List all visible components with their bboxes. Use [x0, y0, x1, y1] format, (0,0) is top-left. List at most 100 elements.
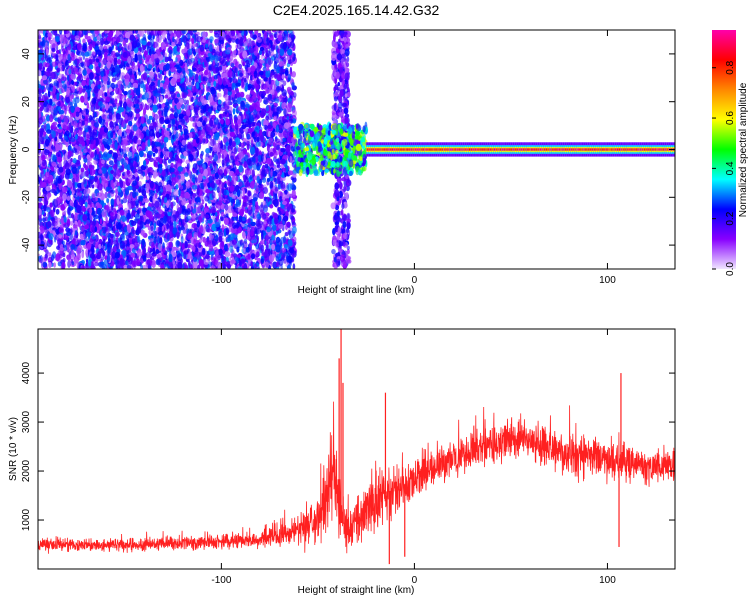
heatmap-cell [232, 99, 238, 105]
heatmap-cell [176, 81, 181, 86]
heatmap-cell [158, 149, 161, 157]
heatmap-cell [180, 236, 184, 243]
heatmap-cell [284, 69, 289, 76]
heatmap-cell [191, 214, 197, 219]
heatmap-cell [80, 240, 86, 246]
heatmap-cell [194, 33, 199, 43]
heatmap-cell [38, 197, 43, 202]
heatmap-cell [114, 98, 118, 105]
heatmap-cell [43, 122, 47, 131]
heatmap-cell [215, 179, 220, 184]
heatmap-cell [171, 32, 175, 37]
heatmap-cell [145, 218, 151, 225]
heatmap-cell [210, 234, 214, 239]
heatmap-cell [190, 264, 193, 269]
heatmap-cell [221, 31, 225, 38]
heatmap-cell [220, 217, 224, 222]
heatmap-cell [61, 73, 65, 81]
heatmap-cell [105, 216, 108, 222]
heatmap-cell [82, 155, 86, 159]
heatmap-cell [147, 225, 151, 231]
heatmap-cell [81, 51, 85, 57]
heatmap-cell [164, 56, 169, 63]
heatmap-cell [152, 171, 157, 179]
heatmap-cell [170, 217, 174, 223]
heatmap-cell [259, 71, 264, 76]
heatmap-cell [209, 30, 213, 34]
heatmap-cell [81, 250, 85, 259]
heatmap-cell [264, 163, 269, 169]
heatmap-cell [205, 148, 211, 154]
heatmap-cell [105, 121, 109, 128]
heatmap-cell [175, 37, 182, 45]
heatmap-cell [175, 184, 179, 190]
heatmap-cell [232, 108, 236, 115]
heatmap-cell [53, 262, 56, 268]
heatmap-cell [160, 95, 164, 103]
heatmap-cell [100, 37, 104, 46]
heatmap-cell [55, 53, 59, 62]
heatmap-cell [260, 54, 264, 59]
heatmap-cell [220, 140, 223, 149]
heatmap-cell [195, 88, 199, 95]
heatmap-cell [104, 92, 108, 97]
heatmap-cell [107, 247, 111, 254]
heatmap-cell [102, 250, 106, 257]
heatmap-cell [236, 246, 240, 253]
heatmap-cell [126, 146, 130, 152]
heatmap-cell [244, 85, 248, 92]
heatmap-cell [115, 231, 120, 238]
heatmap-cell [221, 224, 225, 231]
heatmap-cell [42, 131, 47, 137]
heatmap-cell [171, 118, 176, 125]
heatmap-cell [76, 254, 81, 259]
heatmap-cell [87, 157, 92, 162]
heatmap-cell [72, 224, 79, 229]
heatmap-cell [45, 83, 52, 91]
heatmap-cell [233, 116, 237, 124]
heatmap-cell [233, 147, 237, 155]
heatmap-cell [86, 102, 90, 109]
heatmap-cell [230, 63, 235, 68]
heatmap-cell [62, 156, 68, 161]
heatmap-cell [173, 189, 179, 197]
chart-title: C2E4.2025.165.14.42.G32 [272, 2, 440, 18]
heatmap-cell [58, 48, 62, 55]
heatmap-cell [142, 255, 147, 262]
heatmap-cell [205, 237, 210, 242]
heatmap-cell [61, 261, 66, 269]
heatmap-cell [158, 195, 161, 203]
heatmap-cell [128, 89, 132, 94]
heatmap-cell [84, 51, 90, 57]
heatmap-cell [192, 30, 197, 33]
heatmap-cell [250, 261, 253, 267]
heatmap-cell [192, 122, 196, 127]
heatmap-cell [128, 178, 133, 183]
heatmap-cell [284, 232, 289, 237]
heatmap-cell [43, 204, 47, 212]
heatmap-cell [241, 79, 245, 88]
heatmap-cell [196, 149, 199, 157]
heatmap-cell [146, 104, 150, 111]
heatmap-cell [251, 169, 255, 178]
heatmap-cell [261, 231, 264, 240]
heatmap-cell [153, 161, 159, 168]
heatmap-cell [203, 76, 208, 82]
heatmap-cell [45, 249, 49, 255]
spectrogram-cells [38, 30, 675, 269]
heatmap-cell [224, 251, 231, 258]
heatmap-cell [113, 225, 116, 234]
heatmap-cell [240, 132, 244, 141]
heatmap-cell [221, 59, 227, 67]
heatmap-cell [140, 229, 146, 237]
heatmap-region-noise [38, 30, 298, 269]
heatmap-cell [175, 30, 182, 38]
heatmap-cell [60, 66, 64, 72]
heatmap-cell [73, 120, 78, 129]
heatmap-cell [134, 116, 137, 121]
heatmap-cell [108, 160, 114, 166]
heatmap-cell [204, 156, 209, 161]
heatmap-cell [223, 151, 227, 158]
